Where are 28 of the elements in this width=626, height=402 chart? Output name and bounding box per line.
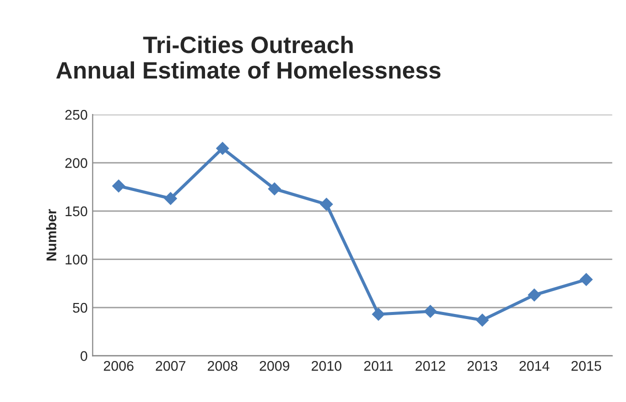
x-tick-label: 2008 [208, 361, 238, 371]
x-tick-label: 2010 [312, 361, 342, 371]
y-tick-label: 0 [80, 351, 88, 361]
y-tick-label: 150 [66, 206, 88, 216]
point [424, 304, 437, 318]
x-tick-label: 2015 [572, 361, 602, 371]
y-tick-label: 50 [72, 302, 88, 313]
point [216, 142, 229, 155]
x-tick-label: 2011 [364, 361, 393, 371]
x-tick-label: 2012 [416, 361, 446, 371]
x-tick-label: 2013 [468, 361, 498, 371]
x-tick-label: 2007 [156, 361, 186, 371]
y-tick-label: 100 [66, 254, 88, 264]
x-tick-label: 2014 [520, 361, 550, 371]
x-tick-label: 2006 [104, 361, 134, 371]
point [268, 182, 281, 196]
y-tick-label: 200 [65, 158, 88, 168]
point [164, 192, 177, 205]
point [528, 288, 541, 302]
point [580, 273, 593, 286]
y-tick-label: 250 [65, 110, 88, 120]
point [112, 180, 126, 192]
x-tick-label: 2009 [260, 361, 290, 371]
chart-title: Tri-Cities Outreach Annual Estimate of Homelessness [56, 36, 440, 79]
point [372, 308, 385, 321]
point [320, 198, 333, 211]
y-axis-title: Number [46, 209, 56, 260]
point [476, 314, 489, 326]
